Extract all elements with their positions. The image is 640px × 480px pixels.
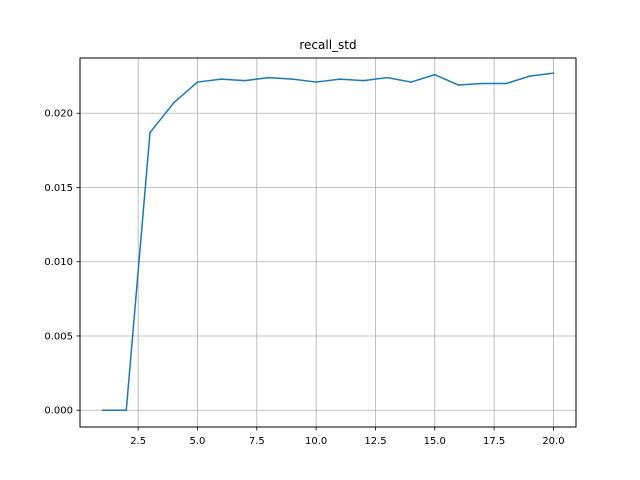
data-point — [410, 81, 412, 83]
data-point — [172, 102, 175, 104]
y-axis: 0.000 0.005 0.010 0.015 0.020 — [44, 109, 80, 417]
data-point — [220, 78, 223, 80]
data-point — [291, 78, 294, 80]
data-point — [149, 131, 151, 134]
data-point — [196, 81, 199, 83]
x-tick-label: 17.5 — [483, 436, 505, 447]
x-tick-label: 20.0 — [542, 436, 564, 447]
data-point — [528, 75, 531, 77]
y-tick-label: 0.005 — [44, 331, 73, 342]
x-tick-label: 15.0 — [424, 436, 446, 447]
y-tick-label: 0.015 — [44, 183, 73, 194]
data-point — [505, 82, 507, 85]
data-point — [125, 409, 128, 412]
data-point — [433, 73, 436, 76]
data-point — [457, 84, 460, 86]
plot-frame — [79, 57, 577, 428]
data-point — [362, 79, 365, 82]
x-tick-label: 5.0 — [190, 436, 206, 447]
data-point — [386, 76, 389, 79]
y-tick-label: 0.010 — [44, 257, 73, 268]
series-layer — [101, 72, 555, 412]
x-tick-label: 12.5 — [364, 436, 386, 447]
data-point — [552, 72, 555, 74]
grid — [80, 58, 576, 427]
series-line — [102, 72, 554, 411]
x-tick-label: 10.0 — [305, 436, 327, 447]
y-tick-label: 0.000 — [44, 406, 73, 417]
data-point — [267, 76, 270, 79]
x-axis: 2.5 5.0 7.5 10.0 12.5 15.0 17.5 20.0 — [130, 427, 565, 447]
y-tick-label: 0.020 — [44, 109, 73, 120]
chart-title: recall_std — [299, 38, 356, 52]
data-point — [315, 81, 317, 83]
data-point — [481, 82, 484, 85]
data-point — [339, 78, 341, 80]
x-tick-label: 7.5 — [249, 436, 265, 447]
data-point — [101, 409, 104, 412]
data-point — [244, 79, 246, 82]
x-tick-label: 2.5 — [130, 436, 146, 447]
